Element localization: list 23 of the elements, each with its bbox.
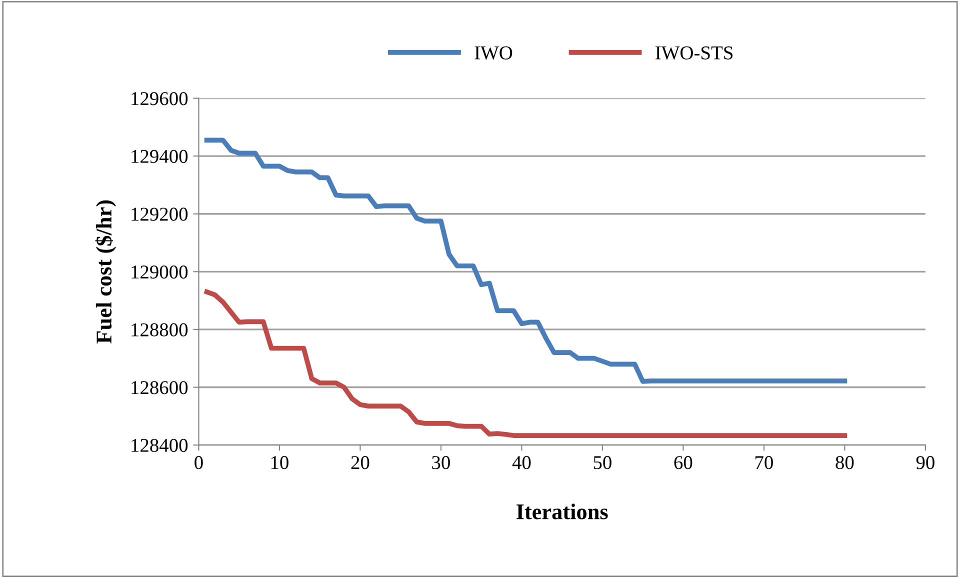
- y-tick-label: 128800: [132, 323, 188, 336]
- legend-label: IWO: [474, 46, 512, 60]
- y-tick-label: 129200: [132, 208, 188, 221]
- y-tick-label: 128400: [132, 438, 188, 452]
- x-tick-label: 80: [836, 456, 854, 470]
- legend-label: IWO-STS: [656, 46, 733, 60]
- x-tick-label: 40: [512, 456, 531, 470]
- x-tick-label: 30: [432, 456, 450, 470]
- x-tick-label: 20: [351, 456, 370, 470]
- x-axis-title: Iterations: [516, 504, 608, 520]
- y-tick-label: 128600: [132, 381, 188, 394]
- y-tick-label: 129000: [132, 265, 188, 279]
- y-axis-title: Fuel cost ($/hr): [95, 200, 116, 344]
- x-tick-label: 50: [594, 456, 612, 470]
- x-tick-label: 70: [756, 456, 773, 470]
- y-tick-label: 129400: [132, 150, 188, 163]
- y-tick-label: 129600: [132, 92, 188, 106]
- x-tick-label: 10: [271, 456, 288, 470]
- line-series: [204, 138, 848, 384]
- x-tick-label: 0: [194, 456, 203, 470]
- x-tick-label: 90: [916, 456, 934, 470]
- line-series: [204, 289, 848, 438]
- x-tick-label: 60: [674, 456, 692, 470]
